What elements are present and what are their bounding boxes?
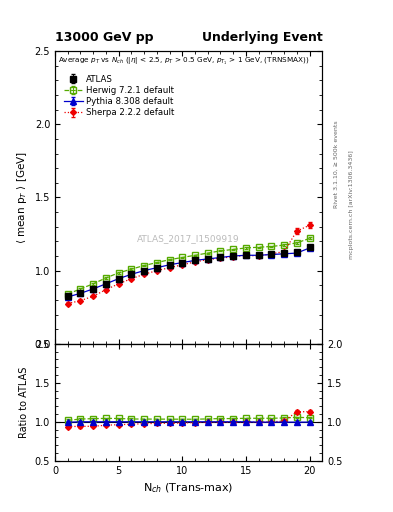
Text: 13000 GeV pp: 13000 GeV pp	[55, 31, 154, 44]
Text: Rivet 3.1.10, ≥ 500k events: Rivet 3.1.10, ≥ 500k events	[334, 120, 338, 208]
X-axis label: N$_{ch}$ (Trans-max): N$_{ch}$ (Trans-max)	[143, 481, 234, 495]
Y-axis label: Ratio to ATLAS: Ratio to ATLAS	[19, 367, 29, 438]
Y-axis label: $\langle$ mean p$_T$ $\rangle$ [GeV]: $\langle$ mean p$_T$ $\rangle$ [GeV]	[15, 151, 29, 244]
Legend: ATLAS, Herwig 7.2.1 default, Pythia 8.308 default, Sherpa 2.2.2 default: ATLAS, Herwig 7.2.1 default, Pythia 8.30…	[62, 73, 176, 119]
Text: mcplots.cern.ch [arXiv:1306.3436]: mcplots.cern.ch [arXiv:1306.3436]	[349, 151, 354, 259]
Text: Underlying Event: Underlying Event	[202, 31, 322, 44]
Text: ATLAS_2017_I1509919: ATLAS_2017_I1509919	[137, 234, 240, 243]
Text: Average $p_T$ vs $N_{ch}$ ($|\eta|$ < 2.5, $p_T$ > 0.5 GeV, $p_{T_1}$ > 1 GeV, (: Average $p_T$ vs $N_{ch}$ ($|\eta|$ < 2.…	[58, 56, 309, 67]
